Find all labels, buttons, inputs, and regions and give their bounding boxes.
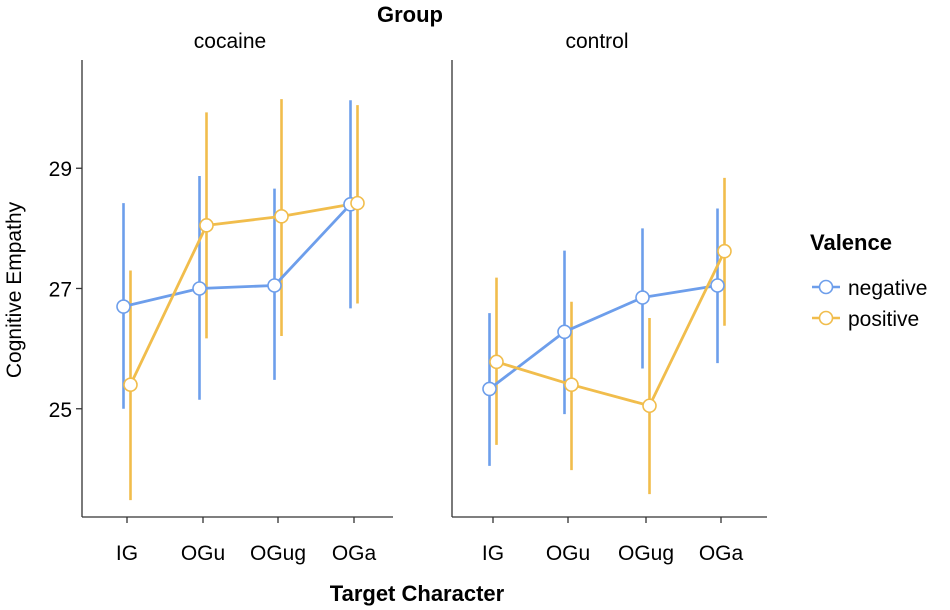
legend: Valence negative positive [810, 230, 927, 331]
data-point-negative [482, 381, 497, 397]
panel-label-cocaine: cocaine [194, 30, 266, 53]
data-point-positive [564, 377, 579, 393]
panel-label-control: control [565, 30, 628, 53]
data-point-negative [116, 299, 131, 314]
x-tick-label: OGa [699, 542, 744, 565]
data-point-positive [199, 218, 214, 233]
legend-label-positive: positive [848, 308, 919, 331]
x-tick-label: OGug [618, 542, 674, 565]
series-line-negative [123, 203, 352, 308]
legend-label-negative: negative [848, 277, 927, 300]
data-point-positive [489, 354, 504, 370]
y-tick-label: 29 [49, 158, 72, 181]
y-tick-label: 27 [49, 279, 72, 302]
data-point-positive [123, 377, 138, 393]
panel-control: IG OGu OGug OGa [451, 60, 767, 565]
data-point-negative [710, 278, 725, 293]
legend-marker-negative [818, 279, 834, 295]
data-point-negative [192, 281, 207, 296]
series-line-positive [496, 250, 726, 408]
y-axis-title: Cognitive Empathy [3, 201, 26, 378]
legend-item-positive: positive [812, 308, 919, 331]
x-tick-label: IG [116, 542, 138, 565]
legend-marker-positive [818, 310, 834, 326]
data-point-negative [267, 278, 282, 293]
x-tick-label: OGu [546, 542, 590, 565]
x-tick-label: OGu [181, 542, 225, 565]
series-line-negative [488, 284, 718, 391]
data-point-positive [717, 243, 732, 259]
x-axis-title: Target Character [330, 581, 505, 606]
data-point-positive [274, 209, 289, 224]
y-axis: 25 27 29 [49, 158, 82, 422]
x-tick-label: OGa [332, 542, 377, 565]
data-point-negative [557, 324, 572, 340]
data-point-positive [642, 398, 657, 414]
legend-item-negative: negative [812, 277, 927, 300]
data-point-positive [350, 195, 365, 211]
group-title: Group [377, 2, 443, 27]
data-point-negative [635, 290, 650, 305]
series-line-positive [129, 201, 358, 386]
y-tick-label: 25 [49, 399, 72, 422]
legend-title: Valence [810, 230, 892, 255]
x-tick-label: IG [482, 542, 504, 565]
panel-cocaine: IG OGu OGug OGa [81, 60, 393, 565]
x-tick-label: OGug [250, 542, 306, 565]
